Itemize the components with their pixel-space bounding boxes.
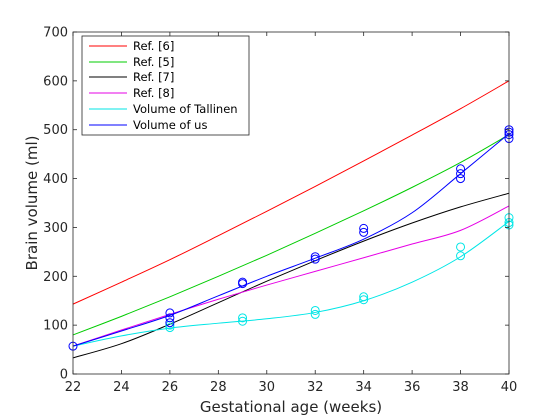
x-tick-label: 28 bbox=[210, 380, 227, 395]
x-tick-label: 36 bbox=[404, 380, 421, 395]
data-point-volume-of-us bbox=[165, 308, 175, 318]
data-point-volume-of-tallinen bbox=[238, 316, 248, 326]
x-tick-label: 30 bbox=[259, 380, 276, 395]
data-point-volume-of-tallinen bbox=[238, 313, 248, 323]
x-tick-label: 32 bbox=[307, 380, 324, 395]
data-point-volume-of-us bbox=[165, 313, 175, 323]
data-point-volume-of-us bbox=[238, 277, 248, 287]
x-axis-title: Gestational age (weeks) bbox=[200, 398, 382, 416]
series-line-ref-5 bbox=[72, 134, 510, 336]
x-tick-label: 38 bbox=[452, 380, 469, 395]
legend-box bbox=[81, 35, 250, 136]
legend-label-ref-5: Ref. [5] bbox=[133, 55, 174, 69]
x-tick-label: 26 bbox=[162, 380, 179, 395]
series-line-ref-7 bbox=[72, 192, 510, 359]
legend-label-ref-7: Ref. [7] bbox=[133, 70, 174, 84]
data-point-volume-of-us bbox=[165, 318, 175, 328]
series-line-volume-of-us bbox=[72, 133, 510, 347]
y-tick-label: 600 bbox=[43, 74, 68, 89]
x-tick-label: 34 bbox=[355, 380, 372, 395]
y-tick-label: 700 bbox=[43, 26, 68, 41]
data-point-volume-of-tallinen bbox=[165, 320, 175, 330]
series-layer bbox=[72, 80, 510, 359]
legend-label-ref-6: Ref. [6] bbox=[133, 39, 174, 53]
legend: Ref. [6] Ref. [5] Ref. [7] Ref. [8] Volu… bbox=[81, 35, 250, 136]
y-tick-label: 500 bbox=[43, 123, 68, 138]
data-point-volume-of-tallinen bbox=[456, 251, 466, 261]
x-tick-label: 24 bbox=[113, 380, 130, 395]
y-tick-label: 400 bbox=[43, 172, 68, 187]
data-point-volume-of-us bbox=[456, 164, 466, 174]
series-line-ref-6 bbox=[72, 80, 510, 305]
legend-label-volume-of-us: Volume of us bbox=[133, 118, 207, 132]
data-point-volume-of-tallinen bbox=[165, 323, 175, 333]
series-line-ref-8 bbox=[72, 205, 510, 347]
data-point-volume-of-us bbox=[456, 174, 466, 184]
x-tick-label: 22 bbox=[65, 380, 82, 395]
legend-label-ref-8: Ref. [8] bbox=[133, 86, 174, 100]
data-point-volume-of-tallinen bbox=[310, 305, 320, 315]
data-point-volume-of-us bbox=[456, 169, 466, 179]
y-tick-label: 100 bbox=[43, 319, 68, 334]
y-axis-title: Brain volume (ml) bbox=[23, 136, 41, 271]
plot-frame bbox=[72, 31, 510, 375]
data-point-volume-of-tallinen bbox=[359, 292, 369, 302]
data-point-volume-of-tallinen bbox=[359, 295, 369, 305]
legend-label-volume-of-tallinen: Volume of Tallinen bbox=[133, 102, 238, 116]
y-tick-label: 200 bbox=[43, 270, 68, 285]
data-point-volume-of-us bbox=[310, 252, 320, 262]
data-point-volume-of-us bbox=[310, 254, 320, 264]
y-tick-label: 0 bbox=[60, 368, 68, 383]
tick-layer: 22 24 26 28 30 32 34 36 38 4001002003004005006007… bbox=[43, 26, 517, 396]
series-line-volume-of-tallinen bbox=[72, 221, 510, 347]
data-point-volume-of-tallinen bbox=[456, 242, 466, 252]
data-point-volume-of-tallinen bbox=[310, 309, 320, 319]
data-point-volume-of-us bbox=[359, 227, 369, 237]
data-point-volume-of-us bbox=[359, 223, 369, 233]
x-tick-label: 40 bbox=[501, 380, 518, 395]
y-tick-label: 300 bbox=[43, 221, 68, 236]
